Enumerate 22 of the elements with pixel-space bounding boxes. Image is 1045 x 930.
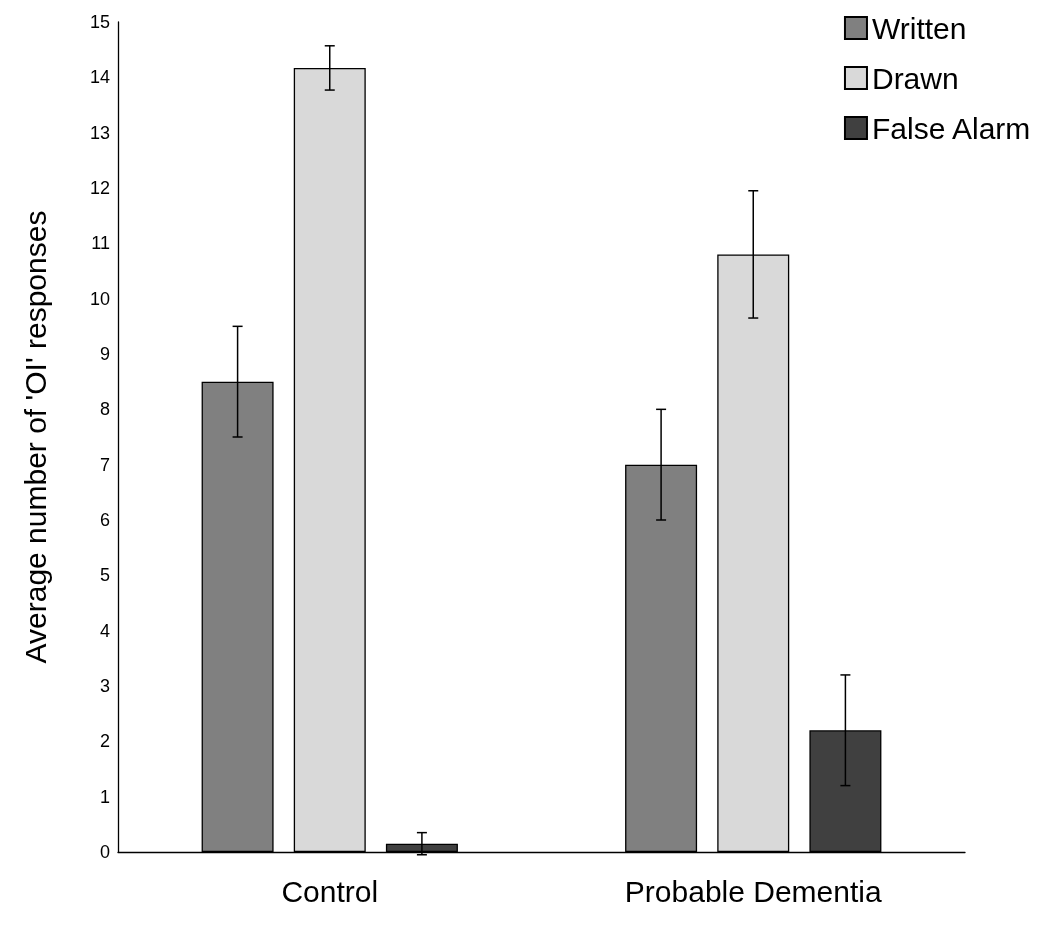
- y-tick-label: 0: [99, 842, 110, 862]
- legend-label: Written: [871, 11, 967, 45]
- y-tick-label: 8: [99, 399, 110, 420]
- y-tick-label: 15: [89, 12, 110, 32]
- y-tick-label: 12: [89, 178, 110, 198]
- y-tick-label: 14: [89, 67, 110, 88]
- y-tick-label: 4: [99, 620, 110, 641]
- y-tick-label: 13: [89, 122, 110, 143]
- y-tick-label: 11: [91, 233, 110, 254]
- y-axis-title: Average number of 'OI' responses: [18, 210, 52, 664]
- y-tick-label: 6: [99, 510, 110, 530]
- x-tick-label: Probable Dementia: [624, 874, 882, 908]
- legend-label: Drawn: [871, 61, 959, 95]
- y-tick-label: 3: [99, 676, 110, 696]
- y-tick-label: 10: [89, 288, 110, 309]
- x-tick-label: Control: [281, 874, 379, 908]
- y-tick-label: 5: [99, 565, 110, 586]
- y-tick-label: 1: [99, 786, 110, 807]
- y-tick-label: 9: [99, 344, 110, 364]
- legend-label: False Alarm: [871, 111, 1031, 145]
- y-tick-label: 7: [99, 454, 110, 475]
- y-tick-label: 2: [99, 731, 110, 752]
